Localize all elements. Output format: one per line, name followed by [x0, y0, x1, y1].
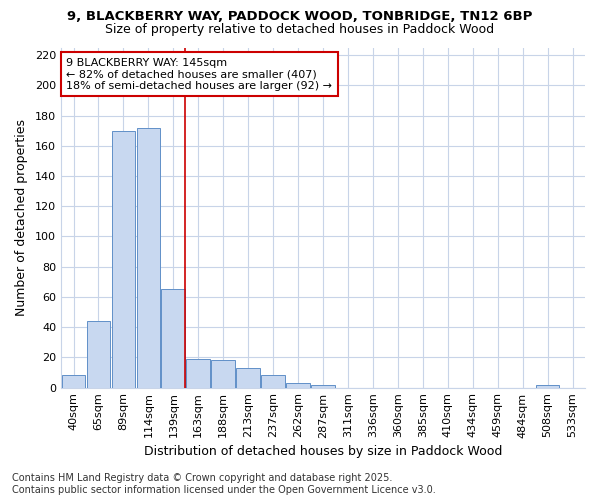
- Bar: [112, 130, 135, 388]
- Bar: [311, 384, 335, 388]
- Bar: [236, 368, 260, 388]
- Text: Size of property relative to detached houses in Paddock Wood: Size of property relative to detached ho…: [106, 22, 494, 36]
- Bar: [286, 383, 310, 388]
- Text: 9, BLACKBERRY WAY, PADDOCK WOOD, TONBRIDGE, TN12 6BP: 9, BLACKBERRY WAY, PADDOCK WOOD, TONBRID…: [67, 10, 533, 23]
- Text: 9 BLACKBERRY WAY: 145sqm
← 82% of detached houses are smaller (407)
18% of semi-: 9 BLACKBERRY WAY: 145sqm ← 82% of detach…: [66, 58, 332, 91]
- Text: Contains HM Land Registry data © Crown copyright and database right 2025.
Contai: Contains HM Land Registry data © Crown c…: [12, 474, 436, 495]
- Bar: [211, 360, 235, 388]
- X-axis label: Distribution of detached houses by size in Paddock Wood: Distribution of detached houses by size …: [144, 444, 502, 458]
- Bar: [62, 376, 85, 388]
- Bar: [86, 321, 110, 388]
- Bar: [261, 376, 285, 388]
- Bar: [187, 359, 210, 388]
- Bar: [137, 128, 160, 388]
- Y-axis label: Number of detached properties: Number of detached properties: [15, 119, 28, 316]
- Bar: [161, 290, 185, 388]
- Bar: [536, 384, 559, 388]
